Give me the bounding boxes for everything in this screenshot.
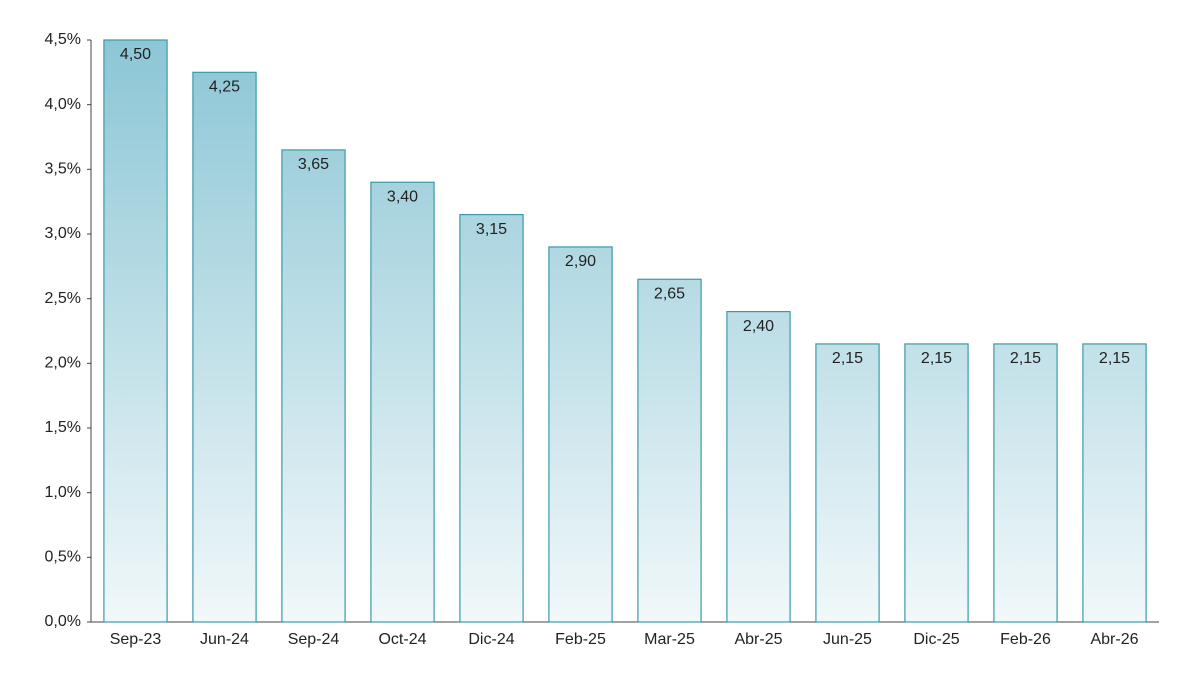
value-label: 2,40 (743, 318, 774, 335)
bar (815, 343, 880, 623)
x-tick-label: Feb-25 (555, 631, 606, 648)
y-tick-label: 0,0% (45, 613, 81, 630)
x-tick-label: Mar-25 (644, 631, 695, 648)
y-tick-label: 0,5% (45, 549, 81, 566)
x-tick-label: Abr-25 (734, 631, 782, 648)
y-tick-label: 2,0% (45, 355, 81, 372)
y-tick-label: 4,0% (45, 96, 81, 113)
y-tick-label: 1,0% (45, 484, 81, 501)
value-label: 2,15 (832, 350, 863, 367)
value-label: 2,15 (921, 350, 952, 367)
y-tick-label: 4,5% (45, 31, 81, 48)
bar (1082, 343, 1147, 623)
bar (103, 39, 168, 623)
bar (904, 343, 969, 623)
value-label: 3,40 (387, 188, 418, 205)
value-label: 2,65 (654, 285, 685, 302)
bar (459, 214, 524, 623)
bar (726, 311, 791, 623)
x-tick-label: Sep-23 (110, 631, 162, 648)
x-tick-label: Feb-26 (1000, 631, 1051, 648)
bar (993, 343, 1058, 623)
x-tick-label: Sep-24 (288, 631, 340, 648)
value-label: 4,50 (120, 46, 151, 63)
value-label: 3,15 (476, 221, 507, 238)
y-tick-label: 1,5% (45, 419, 81, 436)
value-label: 2,15 (1010, 350, 1041, 367)
y-tick-label: 3,5% (45, 161, 81, 178)
x-tick-label: Abr-26 (1090, 631, 1138, 648)
x-tick-label: Jun-25 (823, 631, 872, 648)
value-label: 2,15 (1099, 350, 1130, 367)
x-tick-label: Jun-24 (200, 631, 249, 648)
value-label: 3,65 (298, 156, 329, 173)
bar (370, 181, 435, 623)
bar (637, 278, 702, 623)
x-tick-label: Dic-25 (913, 631, 959, 648)
bar (548, 246, 613, 623)
value-label: 2,90 (565, 253, 596, 270)
bar (281, 149, 346, 623)
y-tick-label: 2,5% (45, 290, 81, 307)
y-tick-label: 3,0% (45, 225, 81, 242)
bar (192, 71, 257, 623)
x-tick-label: Dic-24 (468, 631, 514, 648)
x-tick-label: Oct-24 (378, 631, 426, 648)
value-label: 4,25 (209, 79, 240, 96)
